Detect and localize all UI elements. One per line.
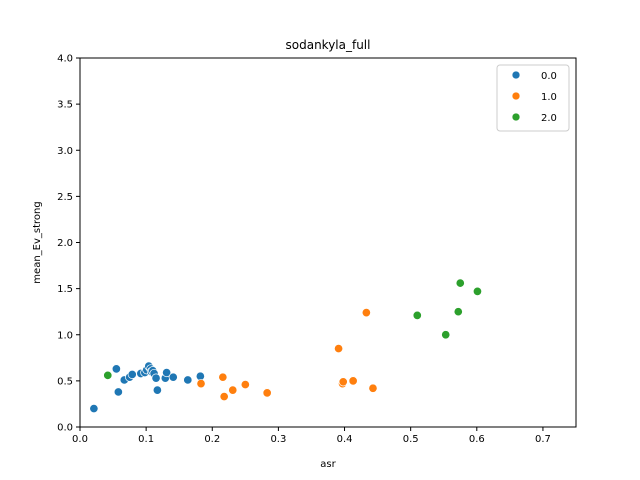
chart-title: sodankyla_full — [286, 38, 371, 52]
data-point — [412, 310, 422, 320]
x-tick-label: 0.2 — [204, 434, 220, 445]
data-point — [240, 380, 250, 390]
data-point — [441, 330, 451, 340]
legend-label: 0.0 — [541, 71, 557, 82]
data-point — [455, 278, 465, 288]
data-point — [368, 383, 378, 393]
legend-box — [496, 64, 570, 132]
x-tick-label: 0.3 — [270, 434, 286, 445]
data-point — [228, 385, 238, 395]
data-point — [334, 344, 344, 354]
data-point — [151, 373, 161, 383]
y-tick-label: 3.5 — [57, 100, 73, 111]
legend-label: 2.0 — [541, 113, 557, 124]
y-tick-label: 0.0 — [57, 423, 73, 434]
data-point — [453, 307, 463, 317]
y-axis-label: mean_Ev_strong — [32, 201, 43, 283]
legend-marker — [511, 70, 521, 80]
x-tick-label: 0.5 — [403, 434, 419, 445]
data-point — [168, 372, 178, 382]
legend: 0.0 1.0 2.0 — [496, 64, 570, 132]
data-point — [111, 364, 121, 374]
data-point — [196, 379, 206, 389]
y-tick-label: 1.5 — [57, 284, 73, 295]
y-tick-label: 3.0 — [57, 146, 73, 157]
y-tick-label: 4.0 — [57, 54, 73, 65]
y-tick-label: 0.5 — [57, 376, 73, 387]
x-tick-label: 0.0 — [72, 434, 88, 445]
data-point — [361, 308, 371, 318]
axis-ticks: 0.0 0.1 0.2 0.3 0.4 0.5 0.6 0.7 0.0 0.5 1.0 1.5 2.0 2… — [57, 54, 551, 446]
data-point — [262, 388, 272, 398]
data-point — [127, 369, 137, 379]
y-tick-label: 2.0 — [57, 238, 73, 249]
data-points — [89, 278, 483, 414]
x-tick-label: 0.6 — [469, 434, 485, 445]
data-point — [89, 403, 99, 414]
x-tick-label: 0.7 — [535, 434, 551, 445]
legend-label: 1.0 — [541, 92, 557, 103]
x-axis-label: asr — [320, 459, 336, 470]
plot-area-frame — [79, 57, 577, 428]
data-point — [152, 385, 162, 395]
legend-marker — [511, 91, 521, 101]
data-point — [348, 376, 358, 386]
data-point — [338, 377, 348, 387]
x-tick-label: 0.1 — [138, 434, 154, 445]
data-point — [113, 387, 123, 397]
legend-marker — [511, 112, 521, 122]
y-tick-label: 1.0 — [57, 330, 73, 341]
data-point — [218, 372, 228, 382]
data-point — [219, 392, 229, 402]
data-point — [103, 370, 113, 380]
y-tick-label: 2.5 — [57, 192, 73, 203]
x-tick-label: 0.4 — [337, 434, 353, 445]
data-point — [183, 375, 193, 385]
data-point — [472, 286, 483, 296]
data-point — [162, 368, 172, 378]
